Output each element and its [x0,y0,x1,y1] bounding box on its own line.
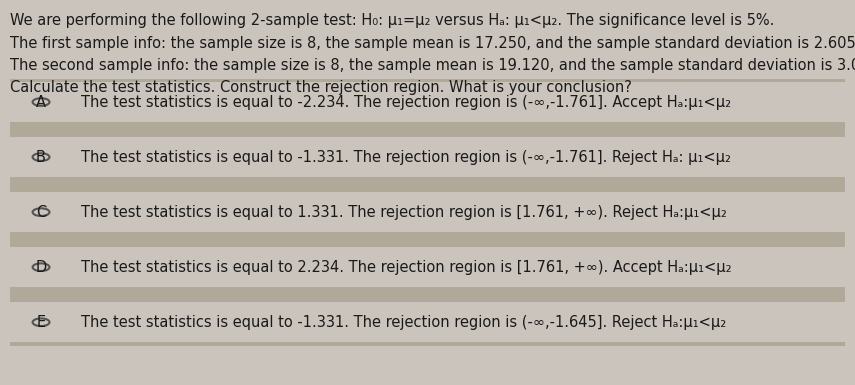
FancyBboxPatch shape [10,302,845,343]
Text: C: C [36,205,46,219]
Text: The first sample info: the sample size is 8, the sample mean is 17.250, and the : The first sample info: the sample size i… [10,36,855,51]
FancyBboxPatch shape [10,79,845,346]
Text: The test statistics is equal to -1.331. The rejection region is (-∞,-1.645]. Rej: The test statistics is equal to -1.331. … [81,315,727,330]
FancyBboxPatch shape [10,247,845,287]
Text: Calculate the test statistics. Construct the rejection region. What is your conc: Calculate the test statistics. Construct… [10,80,632,95]
Text: The test statistics is equal to 1.331. The rejection region is [1.761, +∞). Reje: The test statistics is equal to 1.331. T… [81,205,727,219]
FancyBboxPatch shape [10,137,845,177]
Text: A: A [36,95,46,109]
Text: The second sample info: the sample size is 8, the sample mean is 19.120, and the: The second sample info: the sample size … [10,58,855,73]
Text: E: E [37,315,45,330]
Text: D: D [35,260,47,275]
Text: The test statistics is equal to -1.331. The rejection region is (-∞,-1.761]. Rej: The test statistics is equal to -1.331. … [81,150,731,164]
FancyBboxPatch shape [10,192,845,232]
FancyBboxPatch shape [10,82,845,122]
Text: We are performing the following 2-sample test: H₀: μ₁=μ₂ versus Hₐ: μ₁<μ₂. The s: We are performing the following 2-sample… [10,13,775,28]
Text: B: B [36,150,46,164]
Text: The test statistics is equal to 2.234. The rejection region is [1.761, +∞). Acce: The test statistics is equal to 2.234. T… [81,260,732,275]
Text: The test statistics is equal to -2.234. The rejection region is (-∞,-1.761]. Acc: The test statistics is equal to -2.234. … [81,95,731,109]
